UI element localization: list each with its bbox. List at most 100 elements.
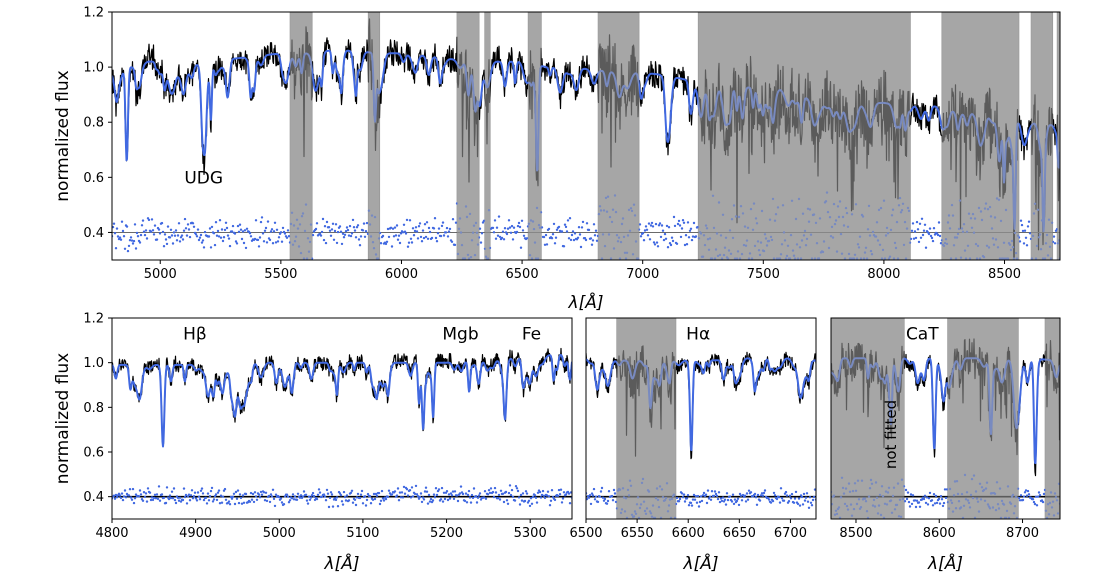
residual-point [413, 229, 417, 233]
masked-region-overlay-1 [831, 318, 905, 519]
residual-point [215, 234, 219, 237]
residual-point [586, 497, 589, 501]
residual-point [445, 226, 449, 230]
residual-point [196, 228, 200, 231]
residual-point [172, 487, 176, 490]
residual-point [944, 496, 948, 500]
annotation-label: CaT [906, 325, 939, 345]
residual-point [534, 496, 538, 499]
residual-point [227, 237, 231, 240]
residual-point [396, 487, 400, 490]
residual-point [415, 493, 419, 496]
residual-point [277, 495, 281, 499]
residual-point [533, 494, 537, 497]
masked-region-overlay-1 [290, 12, 313, 260]
residual-point [501, 492, 505, 495]
residual-point [204, 496, 208, 499]
residual-point [185, 234, 189, 237]
residual-point [548, 504, 552, 507]
residual-point [127, 244, 131, 248]
residual-point [314, 227, 318, 231]
residual-point [167, 497, 171, 501]
residual-point [140, 224, 144, 227]
residual-point [421, 229, 425, 232]
residual-point [942, 501, 946, 505]
x-axis-label: λ[Å] [683, 552, 719, 574]
residual-point [355, 226, 359, 229]
residual-point [551, 233, 555, 236]
residual-point [560, 230, 564, 233]
residual-point [406, 245, 410, 248]
residual-point [603, 497, 607, 501]
residual-point [410, 486, 414, 489]
residual-point [341, 503, 345, 506]
residual-point [939, 495, 943, 498]
residual-point [363, 495, 367, 498]
residual-point [427, 493, 431, 497]
residual-point [607, 490, 611, 493]
residual-point [236, 489, 240, 492]
residual-point [657, 224, 661, 227]
residual-point [255, 498, 259, 501]
residual-point [273, 221, 277, 224]
residual-point [398, 491, 402, 494]
residual-point [420, 240, 424, 243]
residual-point [123, 489, 127, 492]
residual-point [177, 499, 181, 502]
residual-point [567, 237, 571, 240]
residual-point [249, 235, 253, 238]
residual-point [180, 234, 184, 237]
residual-point [240, 237, 244, 241]
y-tick-label: 0.4 [83, 226, 104, 241]
residual-point [380, 489, 384, 493]
residual-point [386, 227, 390, 231]
residual-point [917, 240, 921, 244]
residual-point [444, 231, 448, 234]
residual-point [522, 234, 526, 237]
residual-point [221, 495, 225, 498]
residual-point [206, 492, 210, 495]
y-axis-label: normalized flux [53, 70, 73, 201]
residual-point [673, 224, 677, 228]
residual-point [504, 490, 508, 494]
y-tick-label: 0.8 [83, 116, 104, 131]
residual-point [1022, 242, 1026, 245]
residual-point [543, 243, 547, 246]
residual-point [187, 493, 191, 496]
residual-point [358, 244, 362, 247]
residual-point [296, 492, 300, 495]
residual-point [355, 496, 359, 499]
residual-point [784, 490, 788, 494]
residual-point [202, 498, 206, 502]
residual-point [747, 489, 751, 492]
residual-point [651, 225, 655, 228]
residual-point [695, 501, 699, 504]
residual-point [199, 489, 203, 492]
residual-point [478, 492, 482, 495]
residual-point [493, 219, 497, 222]
model-fit-line [112, 49, 1060, 233]
residual-point [1018, 499, 1022, 502]
residual-point [437, 227, 441, 230]
residual-point [724, 503, 728, 506]
residual-point [510, 488, 514, 492]
residual-point [594, 229, 598, 232]
residual-point [426, 502, 430, 505]
residual-point [347, 499, 351, 502]
residual-point [656, 245, 660, 248]
residual-point [726, 498, 730, 502]
residual-point [1053, 242, 1057, 245]
residual-point [563, 223, 567, 226]
residual-point [253, 491, 257, 494]
residual-point [788, 494, 792, 497]
residual-point [557, 488, 561, 492]
residual-point [581, 220, 585, 224]
residual-point [423, 223, 427, 226]
residual-point [212, 232, 216, 235]
residual-point [340, 500, 344, 503]
residual-point [434, 487, 438, 490]
axes-frame [830, 317, 1061, 520]
residual-point [931, 239, 935, 243]
residual-point [316, 493, 320, 496]
residual-point [501, 230, 505, 233]
